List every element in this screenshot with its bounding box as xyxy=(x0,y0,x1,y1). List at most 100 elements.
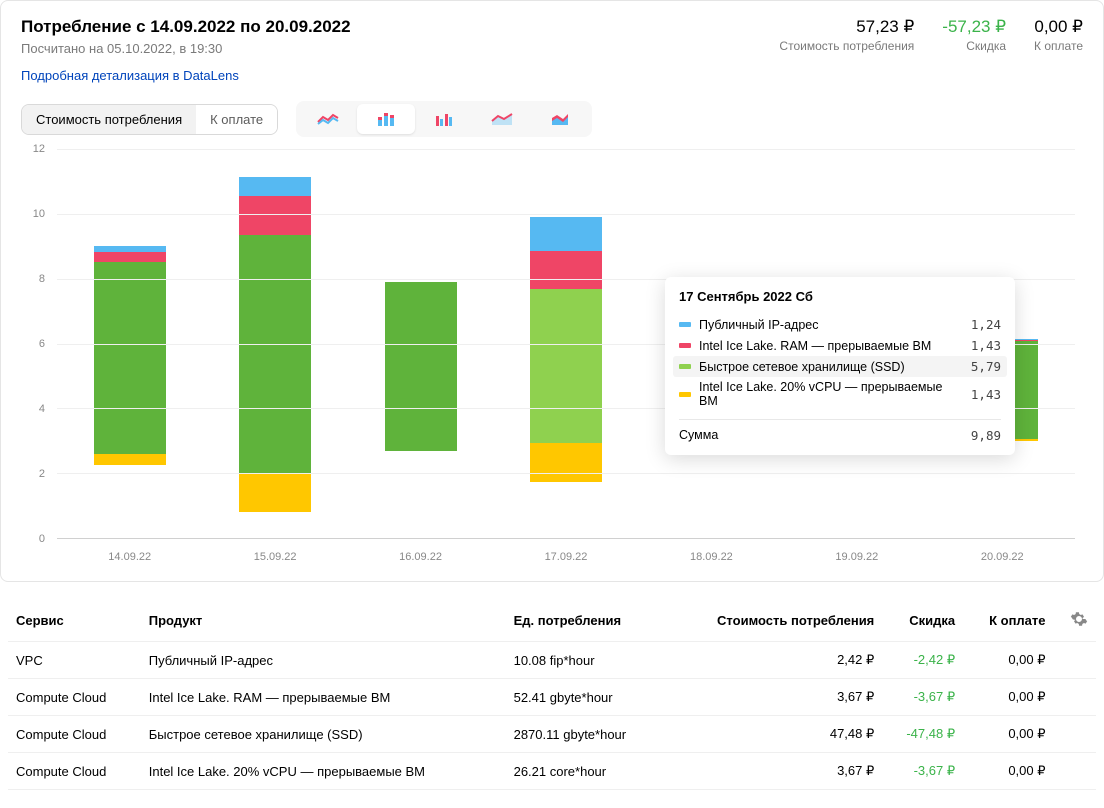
table-cell: 47,48 ₽ xyxy=(666,716,882,753)
table-cell: 0,00 ₽ xyxy=(963,642,1053,679)
table-header-cell[interactable]: Скидка xyxy=(882,600,963,642)
chart-type-grouped-bar-icon[interactable] xyxy=(415,104,473,134)
chart-type-stacked-bar-icon[interactable] xyxy=(357,104,415,134)
table-cell: Compute Cloud xyxy=(8,753,141,790)
table-cell: 3,67 ₽ xyxy=(666,679,882,716)
y-tick: 10 xyxy=(33,208,45,220)
tooltip-sum-label: Сумма xyxy=(679,428,971,443)
table-row[interactable]: VPCПубличный IP-адрес10.08 fip*hour2,42 … xyxy=(8,642,1096,679)
x-label: 18.09.22 xyxy=(639,543,784,569)
gridline xyxy=(57,149,1075,150)
table-cell-spacer xyxy=(1054,716,1096,753)
metric-discount: -57,23 ₽ Скидка xyxy=(942,17,1006,56)
y-tick: 8 xyxy=(39,273,45,285)
breakdown-table-wrap: СервисПродуктЕд. потребленияСтоимость по… xyxy=(0,600,1104,790)
tooltip-swatch xyxy=(679,343,691,348)
table-cell: -47,48 ₽ xyxy=(882,716,963,753)
table-cell-spacer xyxy=(1054,753,1096,790)
y-tick: 0 xyxy=(39,533,45,545)
chart-tooltip: 17 Сентябрь 2022 Сб Публичный IP-адрес1,… xyxy=(665,277,1015,455)
bar-stack xyxy=(239,177,311,538)
bar-segment xyxy=(530,251,602,289)
chart-type-area-icon[interactable] xyxy=(531,104,589,134)
breakdown-table: СервисПродуктЕд. потребленияСтоимость по… xyxy=(8,600,1096,790)
gridline xyxy=(57,473,1075,474)
bar-segment xyxy=(94,252,166,262)
table-cell: Быстрое сетевое хранилище (SSD) xyxy=(141,716,506,753)
metric-due-label: К оплате xyxy=(1034,39,1083,53)
tooltip-row: Публичный IP-адрес 1,24 xyxy=(679,314,1001,335)
tooltip-row: Intel Ice Lake. RAM — прерываемые ВМ 1,43 xyxy=(679,335,1001,356)
table-cell: 2870.11 gbyte*hour xyxy=(506,716,666,753)
tooltip-label: Intel Ice Lake. RAM — прерываемые ВМ xyxy=(699,339,963,353)
bar-segment xyxy=(239,177,311,197)
bar-segment xyxy=(385,282,457,451)
x-label: 20.09.22 xyxy=(930,543,1075,569)
mode-toggle: Стоимость потребления К оплате xyxy=(21,104,278,135)
chart-controls: Стоимость потребления К оплате xyxy=(21,101,1083,137)
tooltip-sum-row: Сумма 9,89 xyxy=(679,419,1001,443)
summary-metrics: 57,23 ₽ Стоимость потребления -57,23 ₽ С… xyxy=(779,17,1083,56)
table-cell: 0,00 ₽ xyxy=(963,753,1053,790)
metric-discount-value: -57,23 ₽ xyxy=(942,17,1006,37)
metric-due-value: 0,00 ₽ xyxy=(1034,17,1083,37)
plot-area: 17 Сентябрь 2022 Сб Публичный IP-адрес1,… xyxy=(57,149,1075,539)
chart-type-area-line-icon[interactable] xyxy=(473,104,531,134)
tooltip-label: Intel Ice Lake. 20% vCPU — прерываемые В… xyxy=(699,380,963,408)
tooltip-row: Intel Ice Lake. 20% vCPU — прерываемые В… xyxy=(679,377,1001,411)
toggle-due-button[interactable]: К оплате xyxy=(196,105,277,134)
table-cell: Публичный IP-адрес xyxy=(141,642,506,679)
table-settings-cell xyxy=(1054,600,1096,642)
card-subtitle: Посчитано на 05.10.2022, в 19:30 xyxy=(21,41,351,56)
bar-segment xyxy=(530,289,602,444)
table-header-cell[interactable]: Стоимость потребления xyxy=(666,600,882,642)
table-cell: 0,00 ₽ xyxy=(963,679,1053,716)
table-cell: 2,42 ₽ xyxy=(666,642,882,679)
y-tick: 2 xyxy=(39,468,45,480)
gridline xyxy=(57,214,1075,215)
toggle-cost-button[interactable]: Стоимость потребления xyxy=(22,105,196,134)
metric-due: 0,00 ₽ К оплате xyxy=(1034,17,1083,56)
table-header-row: СервисПродуктЕд. потребленияСтоимость по… xyxy=(8,600,1096,642)
bar-segment xyxy=(94,454,166,465)
y-tick: 4 xyxy=(39,403,45,415)
chart: 024681012 17 Сентябрь 2022 Сб Публичный … xyxy=(21,149,1083,569)
table-cell: 52.41 gbyte*hour xyxy=(506,679,666,716)
table-header-cell[interactable]: К оплате xyxy=(963,600,1053,642)
table-cell: Intel Ice Lake. RAM — прерываемые ВМ xyxy=(141,679,506,716)
chart-type-line-icon[interactable] xyxy=(299,104,357,134)
bar-segment xyxy=(530,443,602,481)
y-tick: 6 xyxy=(39,338,45,350)
bar-segment xyxy=(239,473,311,512)
table-row[interactable]: Compute CloudIntel Ice Lake. RAM — преры… xyxy=(8,679,1096,716)
tooltip-sum-value: 9,89 xyxy=(971,428,1001,443)
table-header-cell[interactable]: Сервис xyxy=(8,600,141,642)
tooltip-row: Быстрое сетевое хранилище (SSD)5,79 xyxy=(673,356,1007,377)
table-header-cell[interactable]: Ед. потребления xyxy=(506,600,666,642)
tooltip-label: Публичный IP-адрес xyxy=(699,318,963,332)
table-cell-spacer xyxy=(1054,642,1096,679)
x-label: 17.09.22 xyxy=(493,543,638,569)
table-cell: 26.21 core*hour xyxy=(506,753,666,790)
tooltip-value: 1,43 xyxy=(971,338,1001,353)
datalens-link[interactable]: Подробная детализация в DataLens xyxy=(21,68,239,83)
bar-stack xyxy=(530,217,602,538)
metric-cost-value: 57,23 ₽ xyxy=(779,17,914,37)
table-row[interactable]: Compute CloudБыстрое сетевое хранилище (… xyxy=(8,716,1096,753)
metric-cost-label: Стоимость потребления xyxy=(779,39,914,53)
table-body: VPCПубличный IP-адрес10.08 fip*hour2,42 … xyxy=(8,642,1096,790)
bar-segment xyxy=(94,262,166,454)
table-cell: -2,42 ₽ xyxy=(882,642,963,679)
metric-cost: 57,23 ₽ Стоимость потребления xyxy=(779,17,914,56)
table-header-cell[interactable]: Продукт xyxy=(141,600,506,642)
table-cell: 0,00 ₽ xyxy=(963,716,1053,753)
table-cell: Compute Cloud xyxy=(8,679,141,716)
tooltip-value: 1,24 xyxy=(971,317,1001,332)
table-row[interactable]: Compute CloudIntel Ice Lake. 20% vCPU — … xyxy=(8,753,1096,790)
tooltip-swatch xyxy=(679,392,691,397)
table-cell: 10.08 fip*hour xyxy=(506,642,666,679)
table-cell: Compute Cloud xyxy=(8,716,141,753)
table-cell: 3,67 ₽ xyxy=(666,753,882,790)
gear-icon[interactable] xyxy=(1070,610,1088,628)
tooltip-label: Быстрое сетевое хранилище (SSD) xyxy=(699,360,963,374)
